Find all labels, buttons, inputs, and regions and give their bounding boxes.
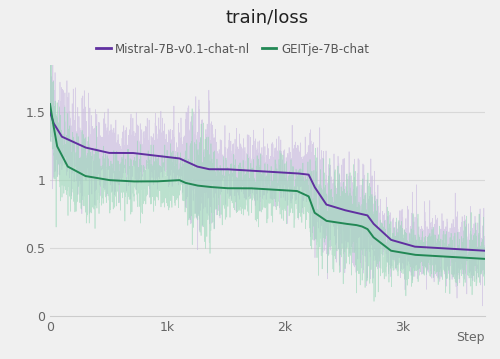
Legend: Mistral-7B-v0.1-chat-nl, GEITje-7B-chat: Mistral-7B-v0.1-chat-nl, GEITje-7B-chat [92,38,374,60]
Title: train/loss: train/loss [226,9,309,27]
Text: Step: Step [456,331,485,344]
